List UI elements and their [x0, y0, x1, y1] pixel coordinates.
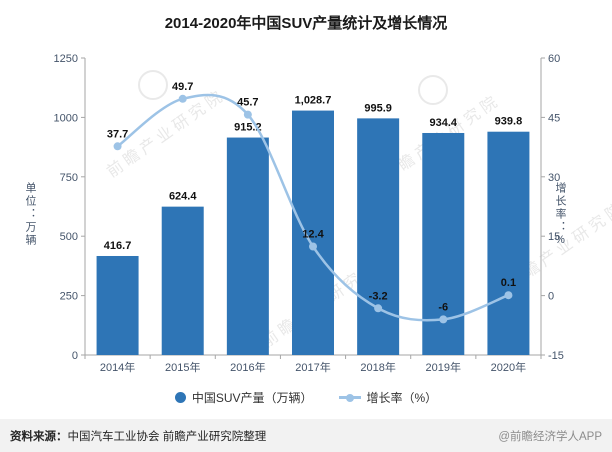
bar-value-label: 416.7: [104, 240, 132, 252]
line-value-label: -3.2: [369, 290, 388, 302]
x-axis-tick-label: 2020年: [491, 360, 526, 374]
watermark-logo-icon: [418, 75, 448, 105]
bar-value-label: 1,028.7: [295, 95, 332, 107]
bar-series-marker-icon: [174, 392, 186, 403]
legend-label: 增长率（%）: [366, 391, 438, 405]
source-text: 中国汽车工业协会 前瞻产业研究院整理: [67, 430, 267, 443]
line-point-marker: [243, 110, 252, 119]
line-point-marker: [309, 242, 317, 251]
line-value-label: 12.4: [302, 228, 324, 240]
footer-band: 资料来源：中国汽车工业协会 前瞻产业研究院整理 @前瞻经济学人APP: [0, 419, 612, 452]
source-note: 资料来源：中国汽车工业协会 前瞻产业研究院整理: [10, 428, 266, 444]
left-axis-tick-label: 750: [60, 172, 78, 184]
line-point-marker: [374, 304, 383, 313]
left-axis-title: 单位：万辆: [24, 182, 36, 247]
source-prefix: 资料来源：: [10, 430, 68, 443]
right-axis-tick-label: 60: [548, 53, 560, 65]
legend-item-production: 中国SUV产量（万辆）: [174, 389, 313, 406]
left-axis-tick-label: 250: [60, 291, 78, 303]
chart-title: 2014-2020年中国SUV产量统计及增长情况: [164, 15, 448, 32]
right-axis-tick-label: 15: [548, 231, 560, 243]
legend-label: 中国SUV产量（万辆）: [191, 391, 313, 405]
x-axis-tick-label: 2014年: [100, 360, 135, 374]
line-point-marker: [113, 142, 122, 151]
line-value-label: -6: [438, 301, 448, 313]
line-value-label: 49.7: [172, 81, 193, 93]
watermark-logo-icon: [138, 70, 168, 100]
left-axis-tick-label: 1250: [54, 53, 78, 65]
left-axis-tick-label: 1000: [54, 112, 78, 124]
right-axis-tick-label: -15: [548, 350, 564, 362]
bar: [487, 131, 530, 355]
legend: 中国SUV产量（万辆） 增长率（%）: [0, 389, 612, 406]
x-axis-tick-label: 2017年: [295, 360, 330, 374]
right-axis-title: 增长率：%: [554, 182, 566, 248]
line-value-label: 37.7: [107, 128, 128, 140]
line-value-label: 45.7: [237, 97, 258, 109]
right-axis-tick-label: 45: [548, 112, 560, 124]
line-point-marker: [178, 94, 187, 103]
x-axis-tick-label: 2019年: [426, 360, 461, 374]
bar: [161, 206, 204, 355]
left-axis-tick-label: 500: [60, 231, 78, 243]
left-axis-tick-label: 0: [72, 350, 78, 362]
bar-value-label: 934.4: [430, 117, 458, 129]
bar: [357, 118, 400, 355]
bar: [226, 137, 269, 355]
line-point-marker: [504, 291, 513, 300]
credit-note: @前瞻经济学人APP: [498, 430, 602, 443]
x-axis-tick-label: 2016年: [230, 360, 265, 374]
line-series-marker-icon: [338, 393, 361, 402]
bar: [96, 255, 139, 355]
legend-item-growth: 增长率（%）: [338, 389, 438, 406]
line-point-marker: [439, 315, 448, 324]
x-axis-tick-label: 2018年: [360, 360, 395, 374]
bar-value-label: 624.4: [169, 191, 197, 203]
bar-value-label: 939.8: [495, 116, 523, 128]
right-axis-tick-label: 30: [548, 172, 560, 184]
line-value-label: 0.1: [501, 277, 516, 289]
bar: [292, 110, 334, 356]
right-axis-tick-label: 0: [548, 291, 554, 303]
x-axis-tick-label: 2015年: [165, 360, 200, 374]
bar-value-label: 995.9: [364, 102, 392, 114]
